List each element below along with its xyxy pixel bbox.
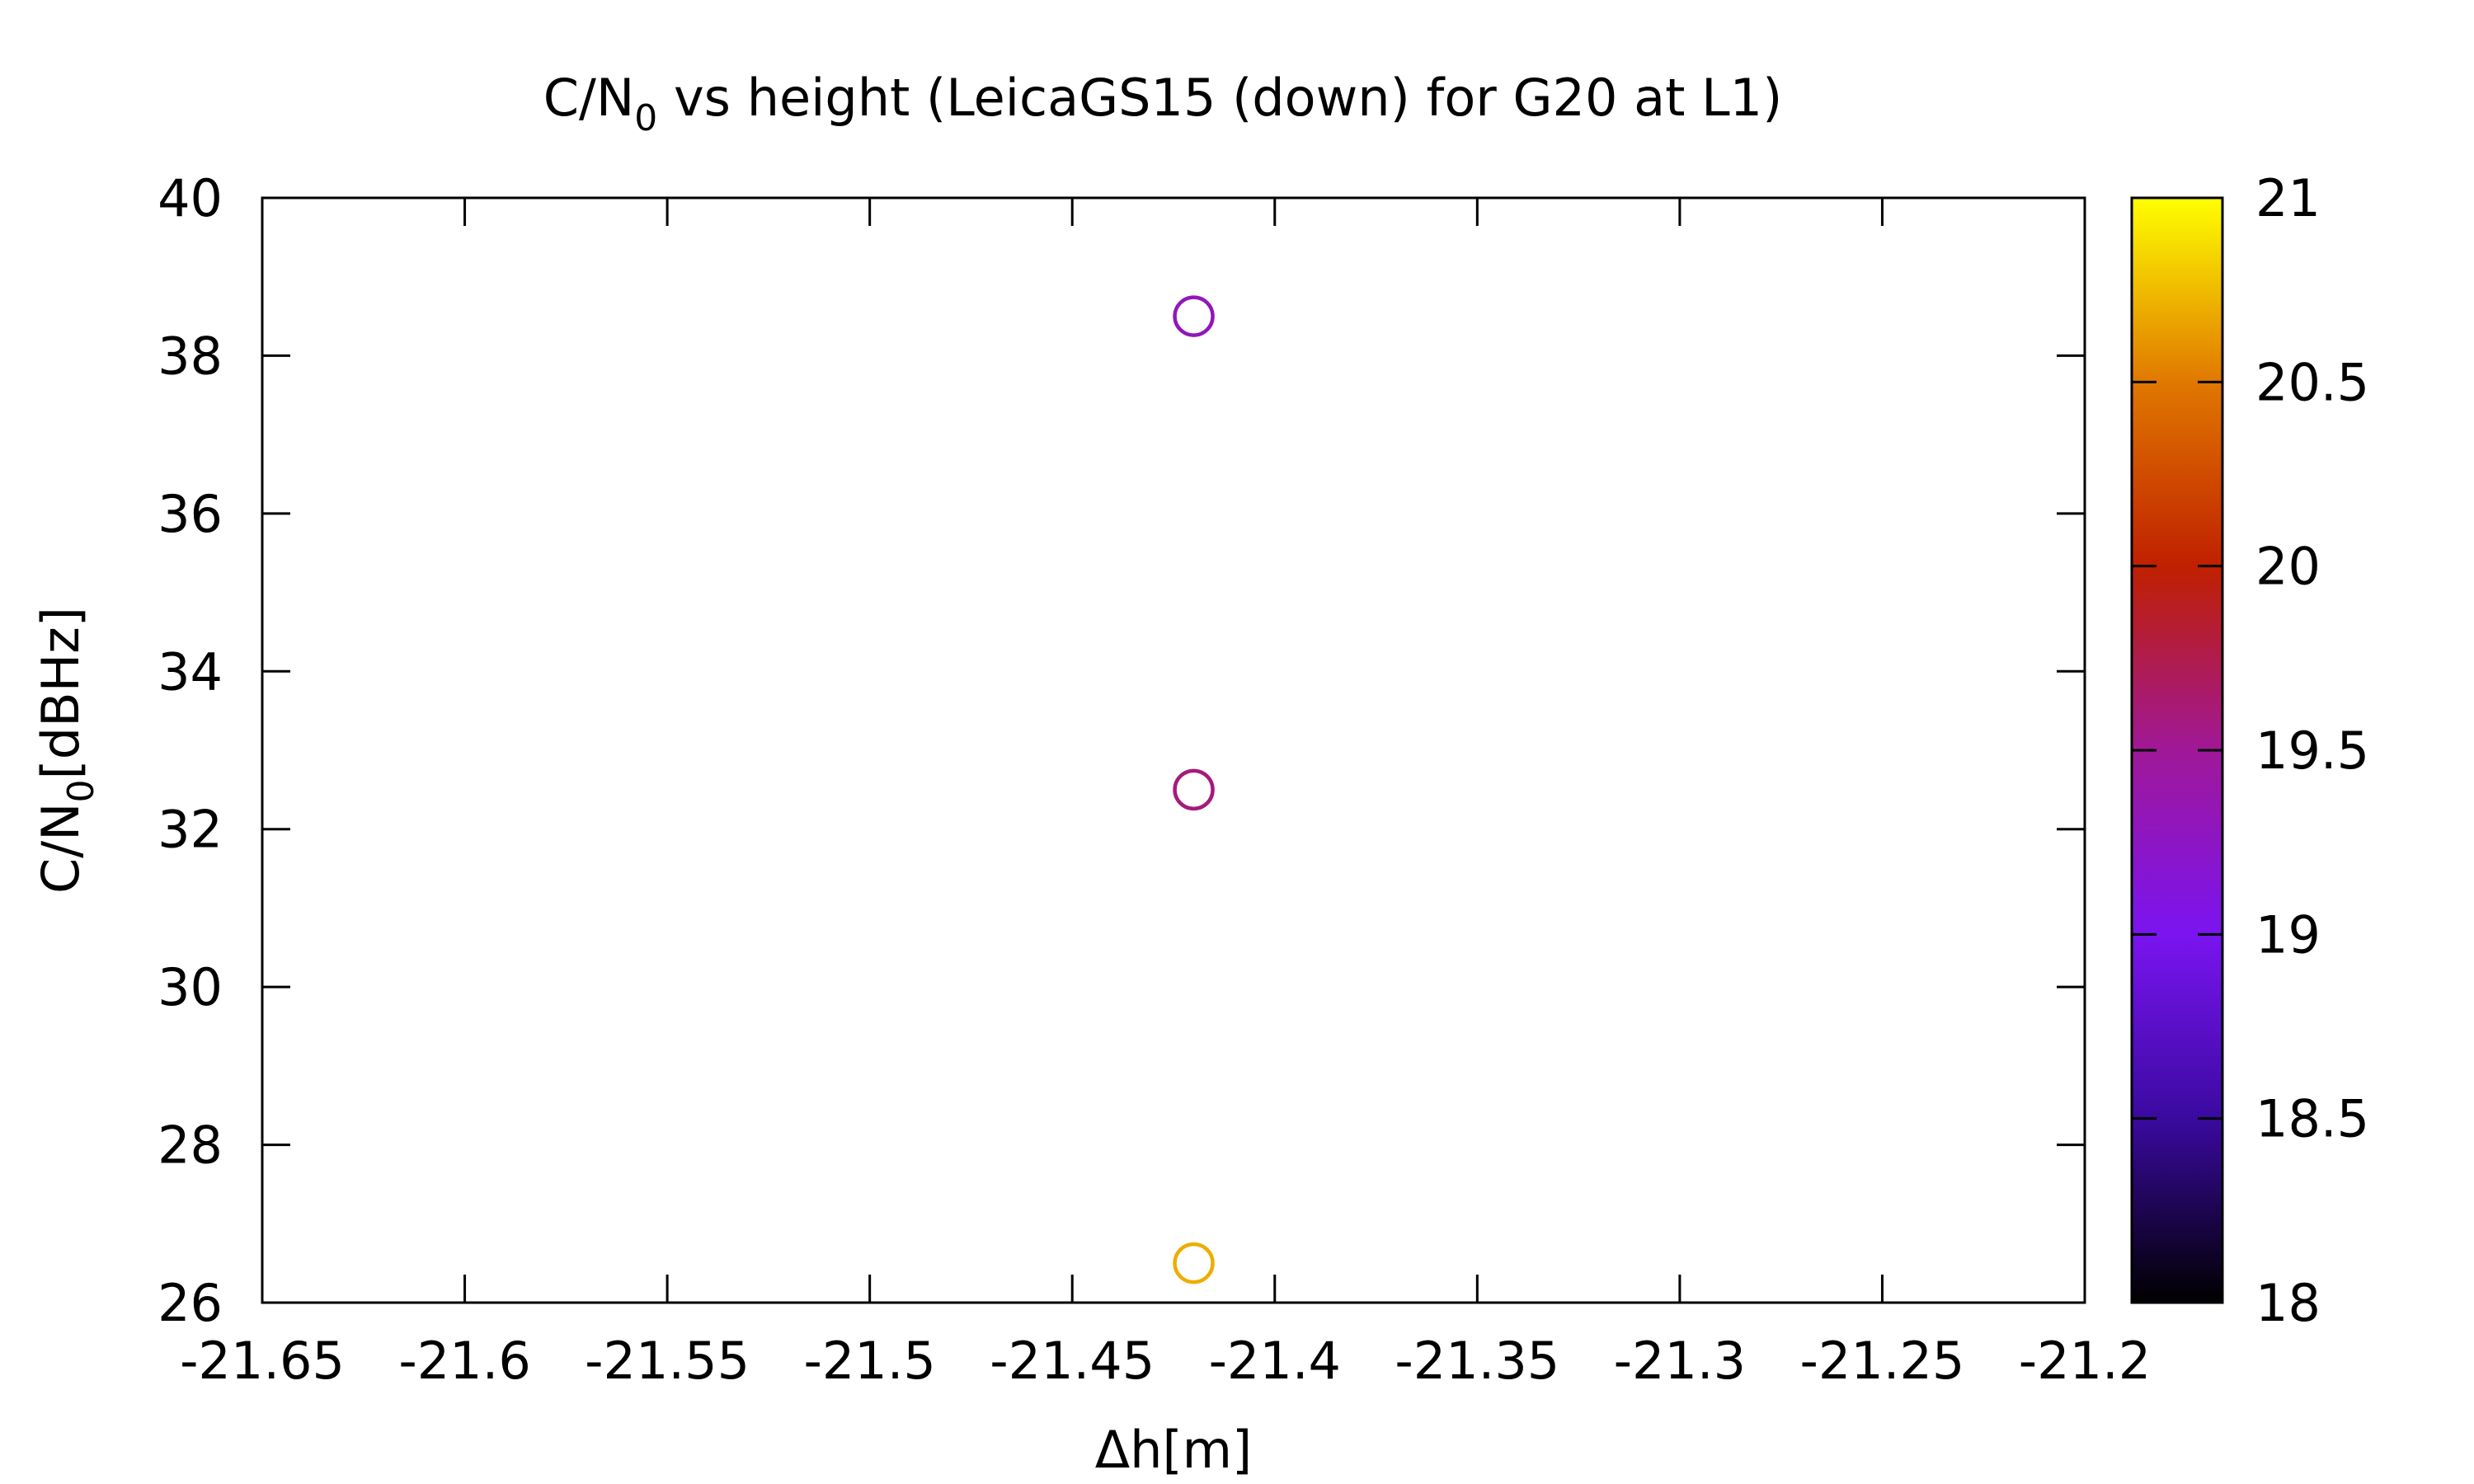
y-tick-label: 40 xyxy=(158,168,223,228)
y-axis-label-subscript: 0 xyxy=(60,779,102,802)
x-tick-label: -21.45 xyxy=(990,1331,1155,1391)
x-tick-label: -21.3 xyxy=(1614,1331,1746,1391)
y-tick-label: 30 xyxy=(158,957,223,1017)
x-tick-label: -21.65 xyxy=(180,1331,345,1391)
y-tick-label: 32 xyxy=(158,800,223,860)
chart-title-subscript: 0 xyxy=(634,97,657,139)
data-point xyxy=(1173,295,1215,337)
y-tick-label: 26 xyxy=(158,1273,223,1333)
data-point xyxy=(1173,1242,1215,1284)
x-axis: -21.65 -21.6 -21.55 -21.5 -21.45 -21.4 -21.35-… xyxy=(180,198,2151,1391)
colorbar-tick-label: 19.5 xyxy=(2255,721,2369,781)
colorbar-tick-label: 21 xyxy=(2255,168,2321,228)
chart-title: C/N0 vs height (LeicaGS15 (down) for G20… xyxy=(543,68,1783,139)
x-tick-label: -21.2 xyxy=(2019,1331,2151,1391)
x-axis-label: Δh[m] xyxy=(1095,1420,1252,1480)
x-tick-label: -21.6 xyxy=(398,1331,530,1391)
y-tick-label: 28 xyxy=(158,1115,223,1176)
y-axis: 26 28 30 32 34 36 38 40 xyxy=(158,168,2085,1333)
colorbar-tick-label: 19 xyxy=(2255,904,2321,965)
data-points xyxy=(1173,295,1215,1284)
y-tick-label: 34 xyxy=(158,641,223,702)
plot-area xyxy=(261,196,2086,1304)
y-tick-label: 36 xyxy=(158,484,223,544)
x-tick-label: -21.25 xyxy=(1800,1331,1965,1391)
colorbar-tick-label: 20.5 xyxy=(2255,352,2369,412)
x-tick-label: -21.55 xyxy=(585,1331,750,1391)
y-axis-label: C/N0[dBHz] xyxy=(31,607,102,894)
x-tick-label: -21.5 xyxy=(803,1331,935,1391)
colorbar-axis: 18 18.5 19 19.5 20 20.5 21 xyxy=(2132,168,2369,1333)
data-point xyxy=(1173,768,1215,811)
y-tick-label: 38 xyxy=(158,326,223,386)
colorbar-tick-label: 18 xyxy=(2255,1273,2321,1333)
x-tick-label: -21.35 xyxy=(1395,1331,1559,1391)
colorbar-tick-label: 18.5 xyxy=(2255,1089,2369,1149)
x-tick-label: -21.4 xyxy=(1209,1331,1341,1391)
colorbar-tick-label: 20 xyxy=(2255,537,2321,597)
